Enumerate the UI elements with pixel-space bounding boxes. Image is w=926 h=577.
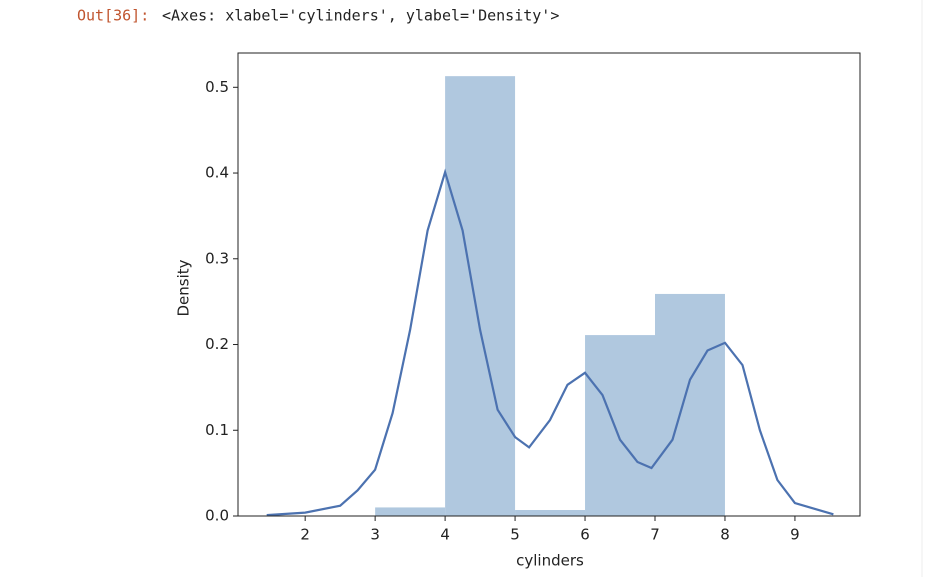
y-tick-label: 0.2 (205, 335, 229, 353)
y-tick-label: 0.4 (205, 164, 229, 182)
kde-line (266, 168, 834, 517)
y-tick-label: 0.3 (205, 249, 229, 267)
output-prompt: Out[36]: (77, 7, 149, 25)
x-tick-label: 2 (300, 526, 310, 544)
y-tick-label: 0.1 (205, 421, 229, 439)
axes-frame (237, 52, 861, 517)
histogram-bar (585, 335, 655, 516)
y-axis-label: Density (175, 259, 193, 316)
histogram-bar (515, 509, 586, 516)
histogram-bar (654, 293, 725, 516)
output-text: <Axes: xlabel='cylinders', ylabel='Densi… (162, 7, 559, 25)
y-tick-label: 0.0 (205, 507, 229, 525)
x-axis-label: cylinders (516, 552, 584, 570)
x-tick-label: 3 (370, 526, 380, 544)
histogram-bar (445, 76, 516, 517)
x-tick-label: 6 (580, 526, 590, 544)
x-tick-label: 4 (440, 526, 450, 544)
y-tick-label: 0.5 (205, 78, 229, 96)
x-tick-label: 8 (720, 526, 730, 544)
x-tick-label: 7 (650, 526, 660, 544)
x-tick-label: 5 (510, 526, 520, 544)
histogram-bar (375, 507, 446, 516)
x-tick-label: 9 (790, 526, 800, 544)
